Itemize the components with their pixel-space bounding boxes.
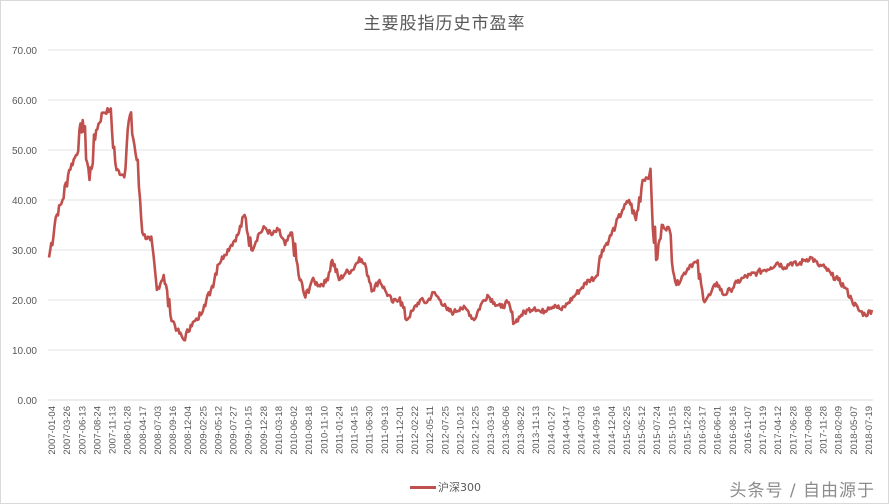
x-tick-label: 2007-08-24 (92, 406, 103, 455)
x-tick-label: 2011-12-01 (395, 406, 406, 454)
chart-title: 主要股指历史市盈率 (363, 14, 526, 34)
legend: 沪深300 (410, 479, 481, 495)
x-tick-label: 2017-06-28 (788, 406, 799, 455)
x-tick-label: 2011-06-30 (365, 406, 376, 454)
y-tick-label: 30.00 (12, 246, 37, 257)
x-tick-label: 2015-05-12 (637, 406, 648, 455)
x-tick-label: 2014-12-04 (607, 406, 618, 455)
y-tick-label: 40.00 (12, 196, 37, 207)
x-tick-label: 2015-07-24 (652, 406, 663, 455)
y-tick-label: 60.00 (12, 96, 37, 107)
x-tick-label: 2015-12-28 (682, 406, 693, 455)
x-tick-label: 2016-08-16 (728, 406, 739, 455)
x-tick-label: 2013-08-22 (516, 406, 527, 455)
gridlines (48, 49, 873, 401)
x-tick-label: 2008-04-17 (138, 406, 149, 455)
x-tick-label: 2018-07-19 (864, 406, 875, 455)
x-tick-label: 2015-10-15 (667, 406, 678, 455)
x-tick-label: 2016-06-01 (713, 406, 724, 455)
x-tick-label: 2017-11-28 (819, 406, 830, 454)
x-tick-label: 2010-08-18 (304, 406, 315, 455)
series-line-hs300 (47, 107, 874, 342)
x-tick-label: 2008-07-03 (153, 406, 164, 455)
x-axis-ticks: 2007-01-04 2007-03-26 2007-06-13 2007-08-24… (47, 406, 875, 455)
x-tick-label: 2007-01-04 (47, 406, 58, 455)
x-tick-label: 2008-09-16 (168, 406, 179, 455)
x-tick-label: 2011-09-13 (380, 406, 391, 454)
watermark: 头条号 / 自由源于 (729, 481, 875, 501)
legend-swatch-icon (410, 485, 436, 489)
x-tick-label: 2007-11-13 (108, 406, 119, 454)
x-tick-label: 2016-11-07 (743, 406, 754, 454)
x-tick-label: 2014-01-27 (546, 406, 557, 455)
x-tick-label: 2008-12-04 (183, 406, 194, 455)
x-tick-label: 2014-07-03 (577, 406, 588, 455)
x-tick-label: 2016-03-17 (698, 406, 709, 455)
x-tick-label: 2007-03-26 (62, 406, 73, 455)
x-tick-label: 2008-01-28 (123, 406, 134, 455)
legend-label: 沪深300 (438, 481, 481, 494)
x-tick-label: 2009-05-12 (213, 406, 224, 455)
y-tick-label: 20.00 (12, 296, 37, 307)
x-tick-label: 2009-02-25 (198, 406, 209, 455)
x-tick-label: 2013-11-13 (531, 406, 542, 454)
y-tick-label: 50.00 (12, 146, 37, 157)
x-tick-label: 2011-04-15 (350, 406, 361, 454)
x-tick-label: 2009-10-15 (244, 406, 255, 455)
x-tick-label: 2010-11-10 (319, 406, 330, 454)
x-tick-label: 2013-06-06 (501, 406, 512, 455)
y-axis-ticks: 0.00 10.00 20.00 30.00 40.00 50.00 60.00 70.00 (12, 46, 37, 407)
x-tick-label: 2014-09-16 (592, 406, 603, 455)
x-tick-label: 2012-07-25 (440, 406, 451, 455)
x-tick-label: 2013-03-19 (486, 406, 497, 455)
x-tick-label: 2017-09-08 (803, 406, 814, 455)
x-tick-label: 2007-06-13 (77, 406, 88, 455)
x-tick-label: 2014-04-17 (561, 406, 572, 455)
x-tick-label: 2012-12-25 (471, 406, 482, 455)
x-tick-label: 2017-04-12 (773, 406, 784, 455)
x-tick-label: 2017-01-19 (758, 406, 769, 455)
x-tick-label: 2018-05-07 (849, 406, 860, 455)
y-tick-label: 0.00 (18, 396, 38, 407)
x-tick-label: 2012-02-22 (410, 406, 421, 455)
x-tick-label: 2010-03-18 (274, 406, 285, 455)
x-tick-label: 2012-05-11 (425, 406, 436, 454)
x-tick-label: 2012-10-12 (456, 406, 467, 455)
x-tick-label: 2009-12-28 (259, 406, 270, 455)
x-tick-label: 2010-06-02 (289, 406, 300, 455)
x-tick-label: 2011-01-24 (334, 406, 345, 454)
y-tick-label: 10.00 (12, 346, 37, 357)
y-tick-label: 70.00 (12, 46, 37, 57)
x-tick-label: 2015-02-25 (622, 406, 633, 455)
x-tick-label: 2009-07-27 (229, 406, 240, 455)
x-tick-label: 2018-02-09 (834, 406, 845, 455)
